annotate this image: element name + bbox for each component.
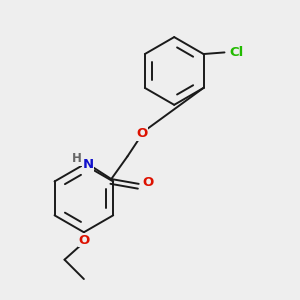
Text: N: N bbox=[82, 158, 94, 171]
Text: H: H bbox=[71, 152, 81, 165]
Text: O: O bbox=[136, 128, 148, 140]
Text: Cl: Cl bbox=[229, 46, 244, 59]
Text: O: O bbox=[142, 176, 154, 189]
Text: O: O bbox=[78, 234, 89, 247]
